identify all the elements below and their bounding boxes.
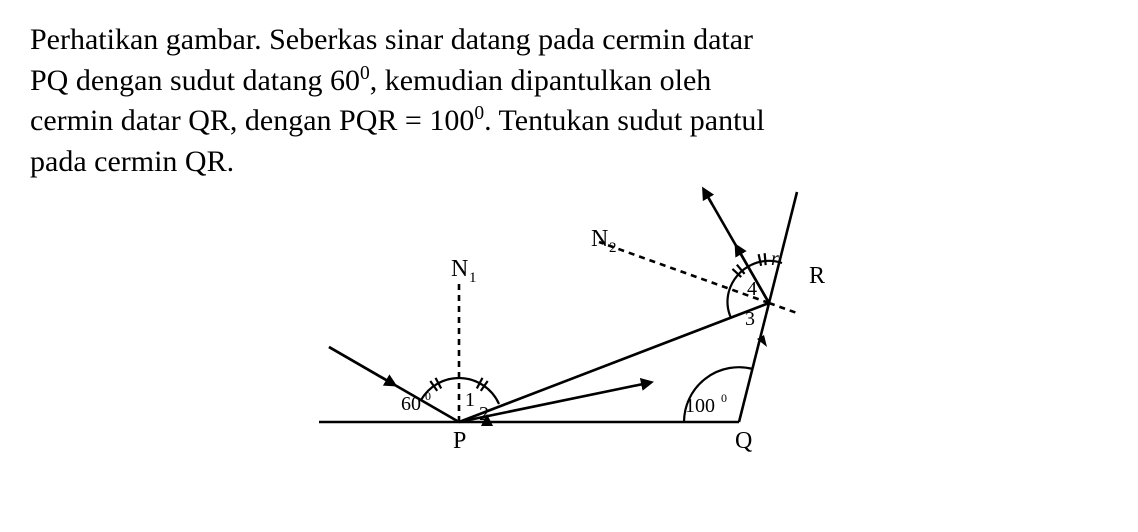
svg-text:1: 1 — [469, 270, 477, 286]
text-fragment: Perhatikan gambar. Seberkas sinar datang… — [30, 23, 753, 56]
svg-text:60: 60 — [401, 393, 421, 415]
optics-diagram: N1N2RPQ600121000r43 — [289, 182, 849, 472]
svg-text:4: 4 — [747, 278, 757, 300]
diagram-container: N1N2RPQ600121000r43 — [30, 182, 1108, 472]
problem-text: Perhatikan gambar. Seberkas sinar datang… — [30, 20, 1108, 182]
svg-text:2: 2 — [479, 403, 489, 425]
text-fragment: pada cermin QR. — [30, 145, 234, 178]
svg-text:0: 0 — [425, 389, 431, 403]
degree-symbol: 0 — [474, 103, 484, 124]
svg-text:N: N — [451, 256, 468, 282]
svg-text:1: 1 — [465, 389, 475, 411]
svg-text:N: N — [591, 226, 608, 252]
svg-text:2: 2 — [609, 240, 617, 256]
svg-text:0: 0 — [721, 391, 727, 405]
text-fragment: cermin datar QR, dengan PQR = 100 — [30, 104, 474, 137]
svg-text:P: P — [453, 428, 466, 454]
svg-text:R: R — [809, 263, 825, 289]
text-fragment: PQ dengan sudut datang 60 — [30, 64, 360, 97]
text-fragment: , kemudian dipantulkan oleh — [370, 64, 712, 97]
text-fragment: . Tentukan sudut pantul — [484, 104, 765, 137]
svg-text:Q: Q — [735, 428, 752, 454]
svg-text:3: 3 — [745, 308, 755, 330]
svg-text:r: r — [771, 248, 779, 270]
degree-symbol: 0 — [360, 63, 370, 84]
svg-text:100: 100 — [685, 395, 715, 417]
